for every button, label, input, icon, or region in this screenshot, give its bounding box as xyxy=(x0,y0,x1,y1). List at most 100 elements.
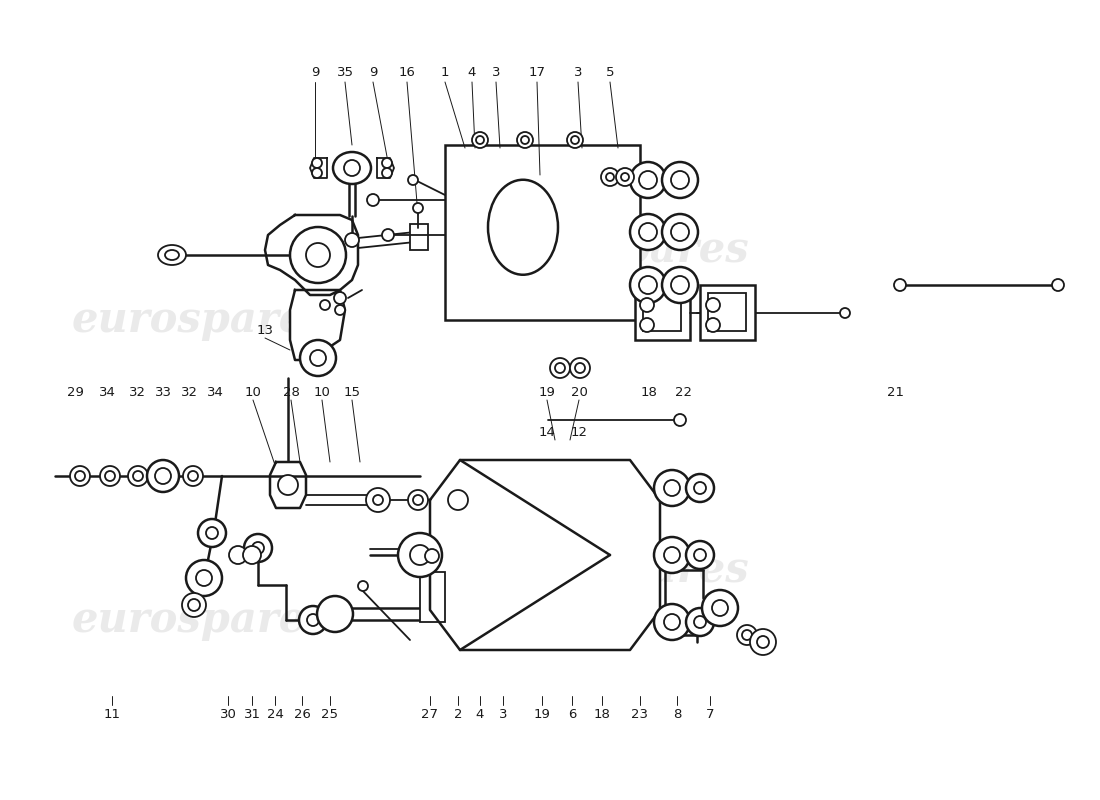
Circle shape xyxy=(671,171,689,189)
Circle shape xyxy=(128,466,148,486)
Circle shape xyxy=(155,468,170,484)
Circle shape xyxy=(472,132,488,148)
Circle shape xyxy=(155,466,175,486)
Circle shape xyxy=(183,466,204,486)
Circle shape xyxy=(366,488,390,512)
Bar xyxy=(644,293,681,331)
Text: 26: 26 xyxy=(294,707,310,721)
Polygon shape xyxy=(290,290,345,360)
Text: 20: 20 xyxy=(571,386,587,398)
Circle shape xyxy=(664,547,680,563)
Bar xyxy=(446,145,640,320)
Circle shape xyxy=(702,590,738,626)
Text: 1: 1 xyxy=(441,66,449,78)
Text: 3: 3 xyxy=(574,66,582,78)
Circle shape xyxy=(345,233,359,247)
Text: 32: 32 xyxy=(180,386,198,398)
Circle shape xyxy=(671,223,689,241)
Text: 34: 34 xyxy=(99,386,116,398)
Circle shape xyxy=(630,214,666,250)
Circle shape xyxy=(750,629,776,655)
Circle shape xyxy=(737,625,757,645)
Circle shape xyxy=(640,298,654,312)
Circle shape xyxy=(160,471,170,481)
Polygon shape xyxy=(430,460,660,650)
Circle shape xyxy=(674,414,686,426)
Ellipse shape xyxy=(165,250,179,260)
Circle shape xyxy=(307,614,319,626)
Ellipse shape xyxy=(158,245,186,265)
Circle shape xyxy=(639,223,657,241)
Text: eurospares: eurospares xyxy=(492,229,749,271)
Text: 3: 3 xyxy=(492,66,500,78)
Circle shape xyxy=(606,173,614,181)
Circle shape xyxy=(686,608,714,636)
Circle shape xyxy=(290,227,346,283)
Circle shape xyxy=(664,480,680,496)
Circle shape xyxy=(188,599,200,611)
Text: 10: 10 xyxy=(244,386,262,398)
Text: 22: 22 xyxy=(674,386,692,398)
Circle shape xyxy=(312,168,322,178)
Circle shape xyxy=(630,162,666,198)
Circle shape xyxy=(521,136,529,144)
Circle shape xyxy=(640,318,654,332)
Circle shape xyxy=(398,533,442,577)
Circle shape xyxy=(133,471,143,481)
Circle shape xyxy=(367,194,380,206)
Circle shape xyxy=(244,534,272,562)
Circle shape xyxy=(336,305,345,315)
Text: 35: 35 xyxy=(337,66,353,78)
Circle shape xyxy=(334,292,346,304)
Polygon shape xyxy=(270,462,306,508)
Circle shape xyxy=(894,279,906,291)
Text: 18: 18 xyxy=(594,707,610,721)
Text: 9: 9 xyxy=(368,66,377,78)
Circle shape xyxy=(382,229,394,241)
Circle shape xyxy=(757,636,769,648)
Text: 16: 16 xyxy=(398,66,416,78)
Circle shape xyxy=(616,168,634,186)
Circle shape xyxy=(300,340,336,376)
Circle shape xyxy=(206,527,218,539)
Text: 11: 11 xyxy=(103,707,121,721)
Text: 9: 9 xyxy=(311,66,319,78)
Circle shape xyxy=(252,542,264,554)
Circle shape xyxy=(188,471,198,481)
Text: 14: 14 xyxy=(539,426,556,438)
Circle shape xyxy=(662,214,698,250)
Circle shape xyxy=(408,490,428,510)
Circle shape xyxy=(712,600,728,616)
Circle shape xyxy=(75,471,85,481)
Text: 12: 12 xyxy=(571,426,587,438)
Circle shape xyxy=(198,519,226,547)
Circle shape xyxy=(706,318,721,332)
Circle shape xyxy=(654,604,690,640)
Circle shape xyxy=(182,593,206,617)
Text: eurospares: eurospares xyxy=(492,549,749,591)
Bar xyxy=(420,572,446,622)
Circle shape xyxy=(243,546,261,564)
Ellipse shape xyxy=(488,180,558,274)
Circle shape xyxy=(575,363,585,373)
Circle shape xyxy=(408,175,418,185)
Circle shape xyxy=(425,549,439,563)
Circle shape xyxy=(630,267,666,303)
Text: 18: 18 xyxy=(640,386,658,398)
Text: 15: 15 xyxy=(343,386,361,398)
Circle shape xyxy=(373,495,383,505)
Text: 5: 5 xyxy=(606,66,614,78)
Text: 19: 19 xyxy=(539,386,556,398)
Circle shape xyxy=(517,132,534,148)
Text: 30: 30 xyxy=(220,707,236,721)
Text: 32: 32 xyxy=(129,386,145,398)
Circle shape xyxy=(229,546,248,564)
Circle shape xyxy=(100,466,120,486)
Text: 28: 28 xyxy=(283,386,299,398)
Bar xyxy=(700,285,755,340)
Circle shape xyxy=(639,171,657,189)
Circle shape xyxy=(306,243,330,267)
Circle shape xyxy=(571,136,579,144)
Text: 29: 29 xyxy=(67,386,84,398)
Bar xyxy=(708,293,746,331)
